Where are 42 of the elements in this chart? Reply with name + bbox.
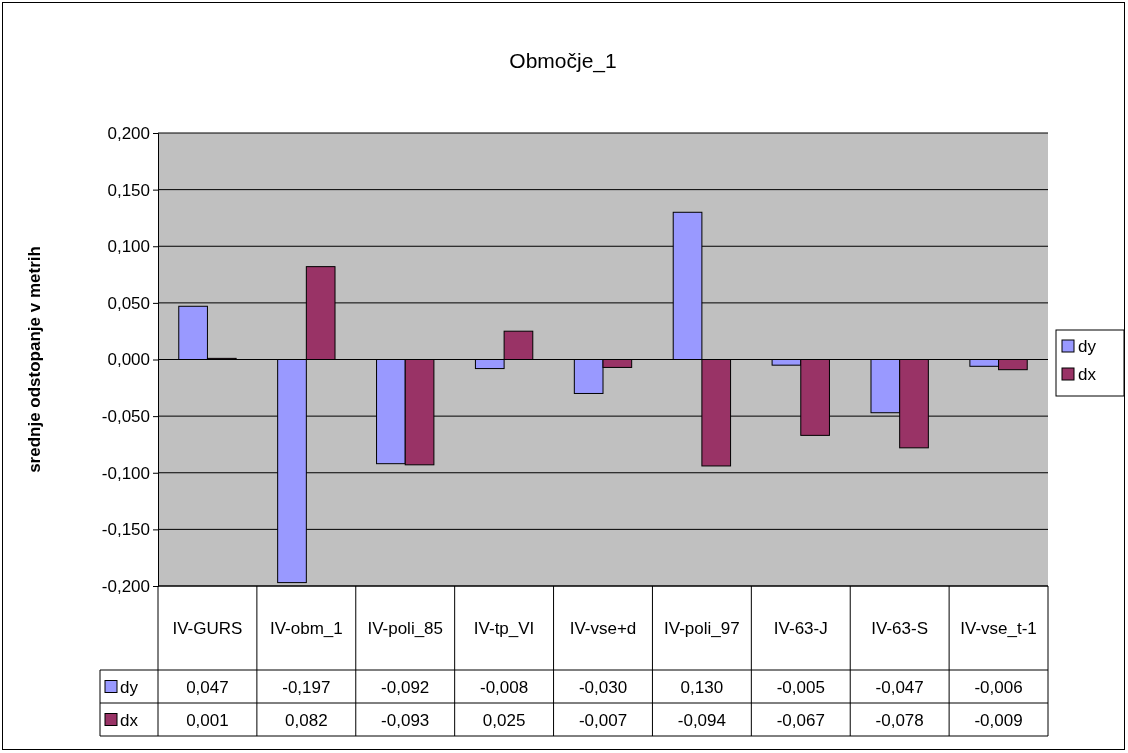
x-tick-label: IV-GURS [172, 619, 243, 638]
y-tick-label: -0,150 [101, 520, 150, 540]
legend-label: dx [1078, 365, 1097, 384]
data-label: -0,008 [480, 677, 529, 697]
x-tick-label: IV-63-S [871, 619, 929, 638]
legend-label: dy [1078, 337, 1097, 356]
data-label: 0,130 [680, 677, 724, 697]
data-label: -0,007 [578, 710, 628, 730]
data-label: 0,001 [186, 710, 229, 730]
data-label: -0,047 [875, 677, 924, 697]
y-tick-label: 0,000 [107, 350, 150, 370]
y-tick-label: 0,200 [107, 123, 150, 143]
y-axis-title: srednje odstopanje v metrih [25, 246, 44, 473]
data-label: -0,093 [381, 710, 430, 730]
x-tick-label: IV-63-J [773, 619, 828, 638]
x-tick-label: IV-obm_1 [269, 619, 343, 638]
x-tick-label: IV-poli_97 [664, 619, 740, 638]
data-label: -0,078 [875, 710, 924, 730]
y-tick-label: 0,050 [107, 293, 150, 313]
text: dx [120, 710, 138, 730]
y-tick-label: 0,100 [107, 237, 150, 257]
x-tick-label: IV-tp_VI [473, 619, 535, 638]
x-tick-label: IV-poli_85 [367, 619, 444, 638]
y-tick-label: 0,150 [107, 180, 150, 200]
data-label: 0,082 [285, 710, 328, 730]
x-tick-label: IV-vse+d [569, 619, 637, 638]
data-label: -0,006 [974, 677, 1023, 697]
data-label: -0,005 [776, 677, 825, 697]
data-label: -0,092 [381, 677, 430, 697]
text: dy [120, 677, 138, 697]
data-label: -0,197 [282, 677, 331, 697]
data-label: -0,030 [578, 677, 628, 697]
x-tick-label: IV-vse_t-1 [960, 619, 1037, 638]
chart-title: Območje_1 [509, 49, 617, 73]
data-label: -0,067 [776, 710, 825, 730]
y-tick-label: -0,050 [101, 407, 150, 427]
data-label: 0,025 [482, 710, 526, 730]
y-tick-label: -0,200 [101, 576, 150, 596]
data-label: -0,094 [677, 710, 726, 730]
data-label: 0,047 [186, 677, 229, 697]
data-label: -0,009 [974, 710, 1023, 730]
y-tick-label: -0,100 [101, 463, 150, 483]
